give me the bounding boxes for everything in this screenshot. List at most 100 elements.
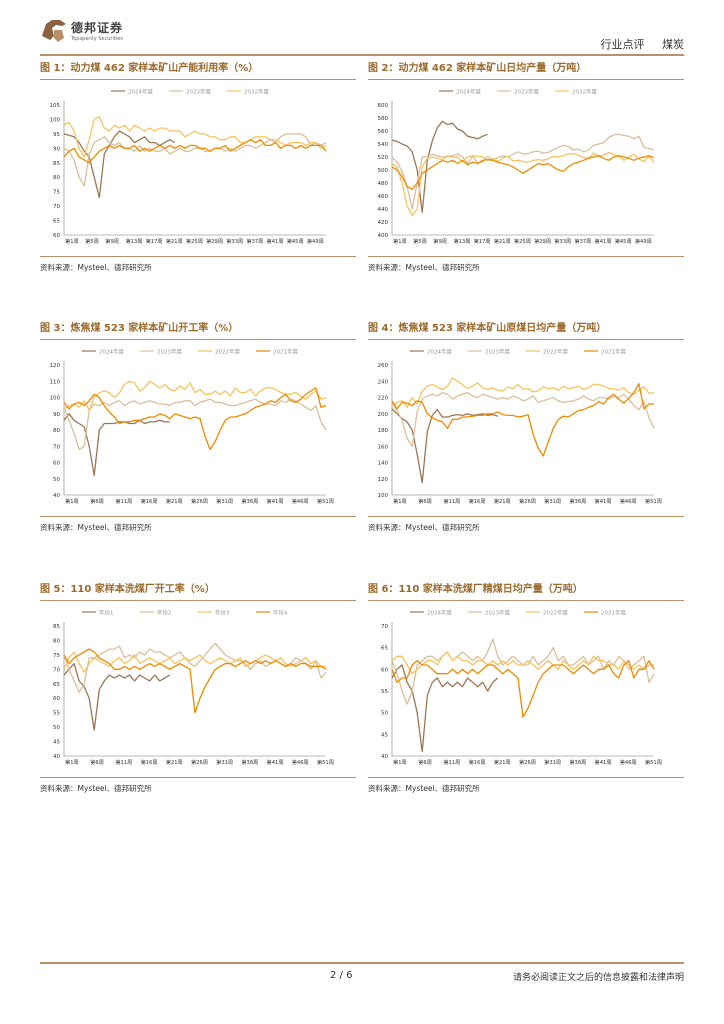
y-tick-label: 480 [378,181,389,187]
x-tick-label: 第17周 [474,237,491,245]
chart-4: 2024年度 2023年度 2022年度 2021年度 100 120 140 160 180 2… [378,348,662,506]
x-tick-label: 第6周 [90,758,104,766]
x-tick-label: 第31周 [544,758,561,766]
y-tick-label: 420 [378,220,389,226]
y-tick-label: 105 [50,103,61,109]
legend-label: 2021年度 [601,609,626,617]
y-tick-label: 50 [53,477,60,483]
y-tick-label: 110 [50,379,61,385]
x-tick-label: 第29周 [534,237,551,245]
y-tick-label: 45 [53,740,60,746]
x-tick-label: 第16周 [469,758,486,766]
y-tick-label: 80 [53,428,60,434]
figure-source: 资料来源：Mysteel、德邦研究所 [368,516,684,533]
x-tick-label: 第21周 [166,497,183,505]
x-tick-label: 第1周 [393,758,407,766]
x-tick-label: 第31周 [216,497,233,505]
y-tick-label: 60 [381,667,388,673]
legal-disclaimer: 请务必阅读正文之后的信息披露和法律声明 [512,973,684,983]
y-tick-label: 60 [53,461,60,467]
series-line [391,391,655,447]
y-tick-label: 75 [53,190,60,196]
x-tick-label: 第26周 [519,497,536,505]
industry-name: 煤炭 [662,38,684,51]
legend-label: 2024年度 [128,88,153,96]
x-tick-label: 第9周 [433,237,447,245]
y-tick-label: 200 [378,412,389,418]
series-line [63,387,327,451]
x-tick-label: 第46周 [292,758,309,766]
y-tick-label: 460 [378,194,389,200]
chart-3: 2024年度 2023年度 2022年度 2021年度 40 50 60 70 80 90 100 1… [50,348,334,506]
header-divider [40,54,684,56]
y-tick-label: 100 [50,117,61,123]
y-tick-label: 85 [53,624,60,630]
legend-label: 2022年度 [543,609,568,617]
x-tick-label: 第33周 [554,237,571,245]
legend-label: 2024年度 [456,88,481,96]
x-tick-label: 第31周 [216,758,233,766]
series-line [63,139,327,164]
x-tick-label: 第37周 [246,237,263,245]
x-tick-label: 第51周 [317,497,334,505]
series-line [391,151,655,217]
y-tick-label: 70 [381,624,388,630]
legend-label: 年份3 [215,609,230,617]
y-tick-label: 95 [53,132,60,138]
legend-label: 2024年度 [427,609,452,617]
legend-label: 年份1 [99,609,114,617]
x-tick-label: 第16周 [469,497,486,505]
x-tick-label: 第26周 [191,497,208,505]
x-tick-label: 第51周 [645,758,662,766]
y-tick-label: 50 [53,725,60,731]
legend-label: 2024年度 [427,348,452,356]
series-line [391,383,654,457]
y-tick-label: 90 [53,146,60,152]
series-line [391,638,655,705]
legend-label: 2021年度 [601,348,626,356]
legend-label: 2022年度 [572,88,597,96]
series-line [391,664,499,753]
y-tick-label: 80 [53,638,60,644]
x-tick-label: 第13周 [453,237,470,245]
y-tick-label: 180 [378,428,389,434]
series-line [63,398,327,451]
y-tick-label: 60 [53,233,60,239]
legend-label: 2023年度 [485,609,510,617]
x-tick-label: 第11周 [115,497,132,505]
y-tick-label: 65 [381,646,388,652]
figure-title: 图 5：110 家样本洗煤厂开工率（%） [40,582,356,601]
y-tick-label: 160 [378,444,389,450]
series-line [391,651,654,675]
legend-label: 2022年度 [543,348,568,356]
series-line [63,130,176,199]
y-tick-label: 520 [378,155,389,161]
x-tick-label: 第26周 [519,758,536,766]
x-tick-label: 第26周 [191,758,208,766]
series-line [63,380,327,412]
x-tick-label: 第41周 [267,497,284,505]
y-tick-label: 240 [378,379,389,385]
y-tick-label: 560 [378,129,389,135]
x-tick-label: 第46周 [620,497,637,505]
figure-title: 图 6：110 家样本洗煤厂精煤日均产量（万吨） [368,582,684,601]
x-tick-label: 第46周 [620,758,637,766]
legend-label: 2022年度 [215,348,240,356]
report-type: 行业点评 [600,38,645,51]
x-tick-label: 第41周 [595,237,612,245]
x-tick-label: 第33周 [226,237,243,245]
x-tick-label: 第1周 [393,237,407,245]
y-tick-label: 55 [53,711,60,717]
x-tick-label: 第36周 [241,758,258,766]
x-tick-label: 第9周 [105,237,119,245]
x-tick-label: 第11周 [443,758,460,766]
x-tick-label: 第16周 [141,758,158,766]
y-tick-label: 75 [53,653,60,659]
legend-label: 2021年度 [273,348,298,356]
x-tick-label: 第5周 [85,237,99,245]
legend-label: 2023年度 [485,348,510,356]
x-tick-label: 第49周 [307,237,324,245]
figure-source: 资料来源：Mysteel、德邦研究所 [40,516,356,533]
y-tick-label: 65 [53,219,60,225]
y-tick-label: 45 [381,732,388,738]
